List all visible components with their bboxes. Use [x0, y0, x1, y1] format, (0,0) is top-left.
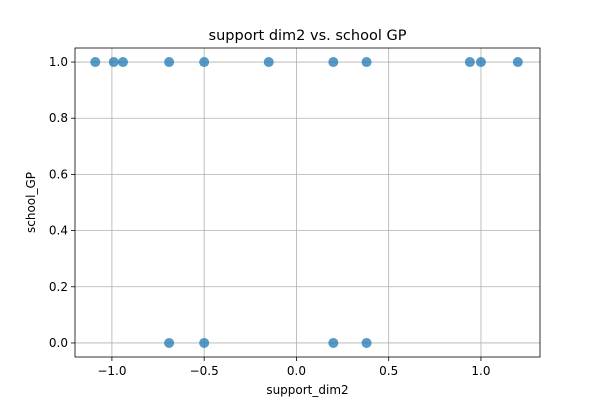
- x-tick-label: 0.5: [379, 364, 398, 378]
- data-point: [164, 337, 175, 348]
- y-tick-label: 0.6: [49, 167, 68, 181]
- data-point: [199, 337, 210, 348]
- x-tick-label: −0.5: [190, 364, 219, 378]
- y-tick-label: 0.8: [49, 111, 68, 125]
- data-point: [361, 57, 372, 68]
- data-point: [475, 57, 486, 68]
- grid: [75, 48, 540, 357]
- x-tick-label: 0.0: [287, 364, 306, 378]
- x-tick-label: −1.0: [97, 364, 126, 378]
- x-axis-ticks: −1.0 −0.5 0.0 0.5 1.0: [97, 357, 490, 378]
- plot-frame: [74, 47, 541, 358]
- y-tick-label: 0.4: [49, 224, 68, 238]
- x-tick-label: 1.0: [471, 364, 490, 378]
- data-point: [117, 57, 128, 68]
- data-point: [464, 57, 475, 68]
- chart-title: support dim2 vs. school GP: [209, 28, 407, 44]
- y-tick-label: 0.0: [49, 336, 68, 350]
- data-point: [328, 57, 339, 68]
- data-point: [512, 57, 523, 68]
- y-tick-label: 1.0: [49, 55, 68, 69]
- data-point: [90, 57, 101, 68]
- y-axis-label: school_GP: [24, 172, 38, 233]
- y-tick-label: 0.2: [49, 280, 68, 294]
- data-point: [328, 337, 339, 348]
- data-point: [263, 57, 274, 68]
- data-point: [199, 57, 210, 68]
- data-point: [361, 337, 372, 348]
- data-point: [164, 57, 175, 68]
- x-axis-label: support_dim2: [266, 383, 348, 397]
- y-axis-ticks: 0.0 0.2 0.4 0.6 0.8 1.0: [49, 55, 75, 350]
- data-point: [108, 57, 119, 68]
- data-points: [90, 57, 523, 348]
